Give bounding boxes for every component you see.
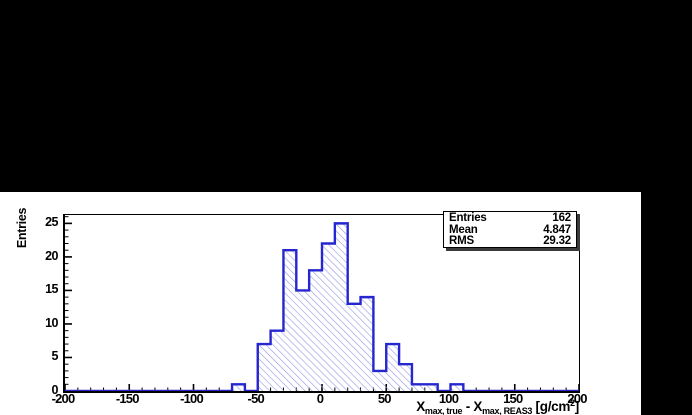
y-axis-title: Entries [15, 207, 29, 249]
x-title-symbol: X [473, 399, 483, 414]
y-tick-label: 0 [51, 383, 59, 397]
y-tick-label: 25 [45, 215, 58, 230]
x-tick-label: -200 [51, 391, 76, 406]
stats-row-entries: Entries 162 [449, 212, 571, 225]
x-tick-label: 200 [567, 391, 587, 406]
y-tick-label: 20 [45, 248, 58, 263]
x-tick-label: 100 [438, 391, 459, 406]
x-title-superscript: 2 [570, 398, 575, 408]
x-tick-label: 150 [503, 391, 523, 406]
x-title-separator: - [462, 399, 474, 414]
plot-canvas: Entries Entries 162 Mean 4.847 RMS [0, 192, 641, 415]
y-tick-label: 15 [45, 282, 58, 297]
x-title-subscript: max, REAS3 [482, 406, 533, 415]
stats-value: 29.32 [543, 235, 571, 247]
x-tick-label: -50 [247, 391, 265, 406]
x-tick-label: 50 [377, 391, 392, 406]
stats-value: 162 [552, 212, 571, 224]
x-title-unit: [g/cm [532, 399, 571, 414]
y-tick-label: 10 [45, 315, 58, 330]
x-title-symbol: X [416, 399, 425, 414]
x-axis-title: Xmax, true - Xmax, REAS3 [g/cm2] [416, 398, 579, 415]
stats-box: Entries 162 Mean 4.847 RMS 29.32 [443, 211, 577, 248]
stats-row-mean: Mean 4.847 [449, 223, 571, 237]
stats-row-rms: RMS 29.32 [449, 235, 571, 248]
x-tick-label: 0 [316, 391, 324, 406]
stats-label: Entries [449, 212, 487, 224]
stats-label: Mean [449, 223, 478, 236]
x-title-subscript: max, true [424, 406, 463, 415]
x-tick-label: -100 [180, 391, 204, 406]
stats-label: RMS [449, 235, 474, 247]
stats-value: 4.847 [543, 223, 571, 236]
x-title-unit: ] [574, 399, 580, 414]
histogram-series [65, 216, 579, 391]
x-tick-label: -150 [115, 391, 140, 406]
y-tick-label: 5 [51, 349, 59, 364]
